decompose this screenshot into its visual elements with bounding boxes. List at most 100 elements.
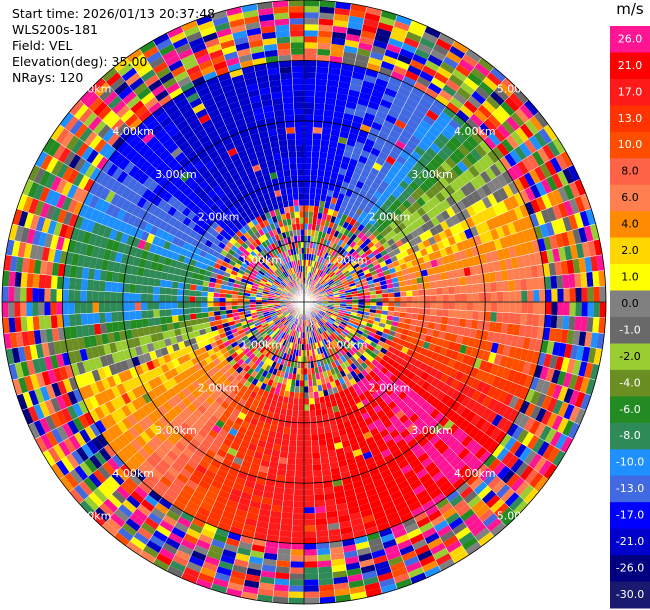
ppi-gate (304, 362, 308, 369)
ppi-gate (509, 290, 516, 302)
ppi-gate (340, 355, 347, 363)
ppi-gate (186, 500, 200, 512)
ppi-gate (550, 275, 558, 289)
ppi-gate (266, 534, 280, 543)
ppi-gate (380, 249, 388, 257)
ppi-gate (288, 446, 297, 453)
ppi-gate (134, 364, 144, 376)
ppi-gate (346, 342, 354, 349)
ppi-gate (476, 199, 487, 212)
ppi-gate (449, 225, 459, 236)
ppi-gate (287, 372, 293, 380)
ppi-gate (286, 409, 293, 417)
ppi-gate (341, 280, 349, 285)
ppi-gate (255, 323, 263, 330)
ppi-gate (382, 119, 395, 130)
ppi-gate (128, 455, 142, 469)
ppi-gate (265, 479, 276, 487)
ppi-gate (519, 348, 529, 362)
ppi-gate (336, 261, 343, 268)
ppi-gate (205, 419, 216, 429)
ppi-gate (349, 355, 357, 363)
ppi-gate (311, 223, 317, 231)
ppi-gate (357, 307, 365, 312)
ppi-gate (162, 492, 176, 505)
ppi-gate (375, 309, 383, 315)
ppi-gate (319, 200, 326, 208)
ppi-gate (371, 89, 385, 99)
ppi-gate (332, 311, 339, 315)
ppi-gate (200, 390, 210, 401)
ppi-gate (567, 422, 580, 440)
ppi-gate (162, 542, 178, 555)
ppi-gate (364, 305, 371, 309)
ppi-gate (308, 331, 312, 338)
ppi-gate (410, 86, 425, 98)
ppi-gate (250, 337, 258, 344)
ppi-gate (380, 448, 392, 459)
ppi-gate (138, 219, 148, 231)
ppi-gate (327, 183, 336, 192)
ppi-gate (524, 468, 539, 485)
ppi-gate (117, 282, 124, 293)
ppi-gate (379, 180, 390, 190)
ppi-gate (357, 372, 365, 381)
ppi-gate (396, 424, 407, 434)
ppi-gate (324, 323, 330, 329)
ppi-gate (415, 489, 429, 501)
ppi-gate (518, 175, 530, 190)
ppi-gate (314, 268, 319, 275)
ppi-gate (421, 425, 433, 437)
ppi-gate (320, 326, 326, 333)
ppi-gate (250, 417, 259, 427)
ppi-gate (266, 318, 273, 324)
ppi-gate (74, 484, 89, 500)
ppi-gate (370, 298, 377, 302)
ppi-gate (369, 95, 382, 105)
ppi-gate (476, 186, 488, 200)
ppi-gate (424, 504, 439, 517)
ppi-gate (147, 389, 158, 401)
ppi-gate (501, 170, 514, 185)
ppi-gate (188, 413, 199, 424)
ppi-gate (295, 464, 304, 472)
ppi-gate (62, 378, 73, 393)
ppi-gate (137, 464, 151, 478)
ppi-gate (365, 348, 373, 356)
ppi-gate (213, 297, 220, 302)
ppi-gate (304, 452, 313, 459)
ppi-gate (122, 292, 130, 302)
ppi-gate (402, 145, 415, 156)
ppi-gate (304, 440, 312, 447)
ppi-gate (313, 290, 319, 295)
ppi-gate (317, 433, 326, 441)
ppi-gate (250, 370, 258, 378)
ppi-gate (333, 392, 341, 400)
ppi-gate (539, 366, 549, 381)
ppi-gate (340, 532, 355, 541)
ppi-gate (492, 203, 503, 216)
ppi-gate (478, 283, 485, 293)
ppi-gate (452, 40, 469, 54)
ppi-gate (280, 383, 287, 391)
ppi-gate (257, 336, 264, 343)
ppi-gate (411, 313, 419, 320)
ppi-gate (174, 441, 187, 453)
ppi-gate (117, 527, 134, 542)
ppi-gate (103, 248, 112, 261)
ppi-gate (247, 423, 257, 432)
ppi-gate (218, 489, 231, 500)
ppi-gate (324, 285, 331, 290)
ppi-gate (429, 487, 443, 500)
ppi-gate (359, 558, 375, 568)
ppi-gate (435, 94, 450, 107)
ppi-gate (197, 428, 209, 439)
ppi-gate (563, 200, 574, 217)
ppi-gate (178, 411, 189, 422)
ppi-gate (515, 127, 529, 143)
ppi-gate (304, 36, 318, 43)
ppi-gate (394, 474, 407, 485)
ppi-gate (430, 514, 446, 527)
ppi-gate (213, 292, 220, 298)
ppi-gate (57, 263, 66, 277)
